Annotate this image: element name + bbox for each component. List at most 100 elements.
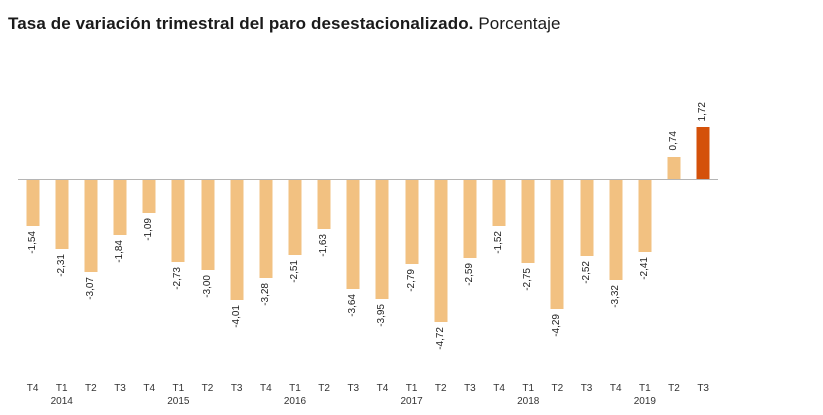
bar — [375, 180, 389, 299]
x-axis-cell: T2 — [543, 382, 572, 408]
bar-value-label: -2,41 — [638, 257, 650, 281]
chart-title: Tasa de variación trimestral del paro de… — [0, 0, 823, 34]
bar — [638, 180, 652, 253]
bar — [26, 180, 40, 227]
x-axis-quarter-label: T1 — [639, 383, 651, 394]
bar — [609, 180, 623, 280]
x-axis-quarter-label: T2 — [551, 383, 564, 394]
bar-value-label: -1,52 — [493, 230, 505, 254]
x-axis-quarter-label: T4 — [259, 383, 272, 394]
bar-value-label: -1,54 — [26, 231, 38, 254]
x-axis-cell: T1 2015 — [164, 382, 193, 408]
x-axis-cell: T4 — [368, 382, 397, 408]
bar-group: 1,72 — [689, 84, 718, 376]
x-axis-cell: T4 — [251, 382, 280, 408]
bar-value-label: -4,72 — [434, 326, 446, 350]
bar-group: -2,73 — [164, 84, 193, 376]
bar-group: -2,51 — [280, 84, 309, 376]
bar-value-label: -2,31 — [55, 254, 67, 278]
bar-group: -3,07 — [76, 84, 105, 376]
bar-group: -1,84 — [105, 84, 134, 376]
x-axis-year-label: 2017 — [400, 396, 423, 407]
bar-group: -2,75 — [514, 84, 543, 376]
bar-value-label: -3,32 — [609, 284, 621, 308]
bar-value-label: -1,84 — [114, 240, 126, 263]
bar-group: -3,32 — [601, 84, 630, 376]
x-axis-quarter-label: T4 — [143, 383, 156, 394]
bar-value-label: -3,64 — [347, 294, 359, 317]
x-axis-cell: T4 — [135, 382, 164, 408]
bar — [405, 180, 419, 264]
bar-value-label: -2,73 — [172, 266, 184, 290]
x-axis-quarter-label: T3 — [697, 383, 709, 394]
bar — [84, 180, 98, 273]
bar-value-label: -3,07 — [84, 277, 96, 300]
bar — [580, 180, 594, 256]
x-axis-quarter-label: T1 — [522, 383, 535, 394]
x-axis-quarter-label: T2 — [85, 383, 97, 394]
x-axis-quarter-label: T3 — [464, 383, 476, 394]
bar-group: -1,09 — [135, 84, 164, 376]
bar-value-label: 1,72 — [697, 101, 709, 122]
bar-group: 0,74 — [659, 84, 688, 376]
x-axis-cell: T1 2018 — [514, 382, 543, 408]
x-axis-year-label: 2016 — [283, 396, 307, 407]
x-axis-quarter-label: T4 — [609, 383, 622, 394]
x-axis-quarter-label: T4 — [26, 383, 39, 394]
bar — [521, 180, 535, 263]
bar-group: -1,52 — [485, 84, 514, 376]
bar — [317, 180, 331, 229]
bar-chart: -1,54 -2,31 -3,07 -1,84 -1,09 -2,73 -3,00 -4,01… — [18, 84, 718, 408]
x-axis-quarter-label: T1 — [55, 383, 68, 394]
x-axis-quarter-label: T4 — [493, 383, 505, 394]
x-axis-year-label: 2014 — [50, 396, 73, 407]
bar — [259, 180, 273, 279]
bar — [696, 127, 710, 179]
x-axis-cell: T2 — [310, 382, 339, 408]
x-axis-cell: T2 — [659, 382, 688, 408]
bar-value-label: -4,01 — [230, 305, 242, 329]
x-axis-quarter-label: T2 — [434, 383, 447, 394]
bar-group: -4,29 — [543, 84, 572, 376]
x-axis-quarter-label: T3 — [347, 383, 360, 394]
x-axis-quarter-label: T4 — [376, 383, 389, 394]
bar-group: -2,41 — [630, 84, 659, 376]
x-axis-cell: T4 — [485, 382, 514, 408]
bar — [463, 180, 477, 258]
x-axis-cell: T2 — [193, 382, 222, 408]
bar-value-label: -3,95 — [376, 303, 388, 327]
bar-value-label: 0,74 — [668, 131, 680, 151]
x-axis-quarter-label: T2 — [201, 383, 214, 394]
bar — [201, 180, 215, 270]
bar — [667, 156, 681, 179]
bar-group: -2,31 — [47, 84, 76, 376]
bar-group: -3,64 — [339, 84, 368, 376]
x-axis-year-label: 2019 — [633, 396, 656, 407]
bar-value-label: -2,51 — [288, 260, 300, 284]
x-axis-cell: T3 — [455, 382, 484, 408]
bar — [55, 180, 69, 250]
x-axis-cell: T1 2014 — [47, 382, 76, 408]
bar-group: -1,63 — [310, 84, 339, 376]
bar-group: -2,59 — [455, 84, 484, 376]
bar — [434, 180, 448, 322]
zero-axis-line — [18, 179, 718, 180]
x-axis: T4 T1 2014 T2 T3 T4 T1 2015 T2 T3 T4 T1 2016 T2 T3 T4 T1… — [18, 382, 718, 408]
x-axis-cell: T1 2017 — [397, 382, 426, 408]
x-axis-cell: T4 — [601, 382, 630, 408]
x-axis-cell: T4 — [18, 382, 47, 408]
x-axis-year-label: 2018 — [517, 396, 540, 407]
x-axis-cell: T2 — [426, 382, 455, 408]
bar-group: -3,28 — [251, 84, 280, 376]
x-axis-year-label: 2015 — [167, 396, 190, 407]
bar-group: -4,01 — [222, 84, 251, 376]
bar — [346, 180, 360, 290]
bar — [171, 180, 185, 262]
bar-value-label: -4,29 — [551, 313, 563, 337]
bar — [113, 180, 127, 236]
x-axis-quarter-label: T1 — [172, 383, 185, 394]
x-axis-quarter-label: T3 — [230, 383, 243, 394]
x-axis-quarter-label: T3 — [114, 383, 126, 394]
bar — [288, 180, 302, 256]
